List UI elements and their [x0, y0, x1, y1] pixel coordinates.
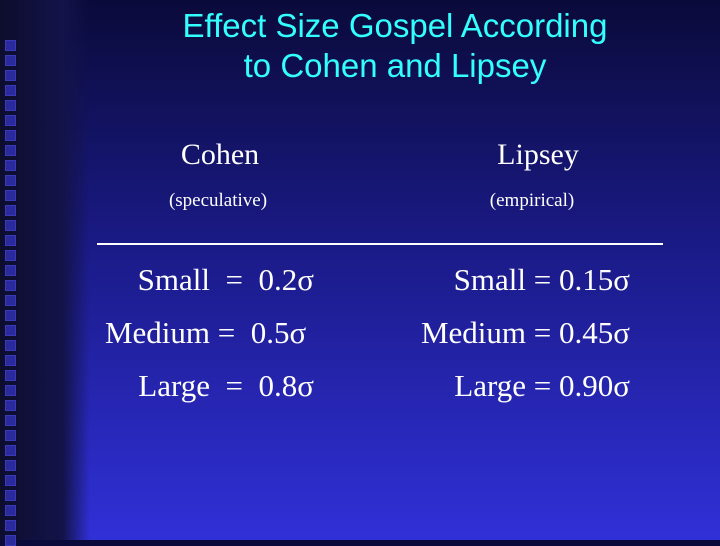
slide-title: Effect Size Gospel According to Cohen an…: [100, 6, 690, 86]
cohen-row-medium: Medium = 0.5σ: [98, 306, 314, 359]
effect-value: 0.15σ: [558, 262, 630, 297]
title-line-2: to Cohen and Lipsey: [243, 47, 547, 84]
decorative-square: [5, 340, 16, 351]
decorative-square: [5, 280, 16, 291]
equals-sign: =: [225, 262, 243, 297]
decorative-square: [5, 400, 16, 411]
effect-value: 0.90σ: [558, 368, 630, 403]
equals-sign: =: [533, 262, 552, 297]
decorative-square: [5, 250, 16, 261]
decorative-square: [5, 265, 16, 276]
size-label: Small: [137, 262, 210, 297]
cohen-row-small: Small = 0.2σ: [98, 253, 314, 306]
cohen-subheading: (speculative): [168, 190, 268, 211]
size-label: Large: [454, 368, 526, 403]
decorative-square: [5, 490, 16, 501]
decorative-square: [5, 535, 16, 546]
decorative-square: [5, 295, 16, 306]
decorative-square: [5, 475, 16, 486]
decorative-square: [5, 70, 16, 81]
header-divider: [97, 243, 663, 245]
decorative-square: [5, 310, 16, 321]
lipsey-heading: Lipsey: [497, 138, 579, 171]
decorative-square: [5, 385, 16, 396]
decorative-square: [5, 415, 16, 426]
decorative-square: [5, 145, 16, 156]
lipsey-row-medium: Medium = 0.45σ: [416, 306, 630, 359]
title-line-1: Effect Size Gospel According: [182, 7, 608, 44]
decorative-squares: [5, 40, 17, 546]
effect-value: 0.5σ: [250, 315, 307, 350]
decorative-square: [5, 205, 16, 216]
cohen-values: Small = 0.2σ Medium = 0.5σ Large = 0.8σ: [98, 253, 314, 412]
effect-value: 0.45σ: [558, 315, 630, 350]
size-label: Medium: [420, 315, 526, 350]
cohen-row-large: Large = 0.8σ: [98, 359, 314, 412]
equals-sign: =: [225, 368, 243, 403]
lipsey-subheading: (empirical): [489, 190, 575, 211]
decorative-square: [5, 100, 16, 111]
equals-sign: =: [217, 315, 236, 350]
decorative-square: [5, 40, 16, 51]
equals-sign: =: [533, 368, 552, 403]
decorative-square: [5, 130, 16, 141]
decorative-square: [5, 520, 16, 531]
decorative-square: [5, 55, 16, 66]
decorative-square: [5, 85, 16, 96]
effect-value: 0.8σ: [258, 368, 314, 403]
decorative-square: [5, 235, 16, 246]
effect-value: 0.2σ: [258, 262, 314, 297]
lipsey-values: Small = 0.15σ Medium = 0.45σ Large = 0.9…: [416, 253, 630, 412]
size-label: Small: [453, 262, 526, 297]
size-label: Large: [138, 368, 210, 403]
decorative-square: [5, 115, 16, 126]
decorative-square: [5, 190, 16, 201]
decorative-square: [5, 160, 16, 171]
decorative-square: [5, 370, 16, 381]
size-label: Medium: [104, 315, 210, 350]
decorative-square: [5, 505, 16, 516]
decorative-square: [5, 220, 16, 231]
decorative-square: [5, 460, 16, 471]
decorative-square: [5, 445, 16, 456]
equals-sign: =: [533, 315, 552, 350]
lipsey-row-small: Small = 0.15σ: [416, 253, 630, 306]
decorative-square: [5, 355, 16, 366]
decorative-square: [5, 175, 16, 186]
decorative-square: [5, 430, 16, 441]
cohen-heading: Cohen: [180, 138, 260, 171]
decorative-square: [5, 325, 16, 336]
lipsey-row-large: Large = 0.90σ: [416, 359, 630, 412]
